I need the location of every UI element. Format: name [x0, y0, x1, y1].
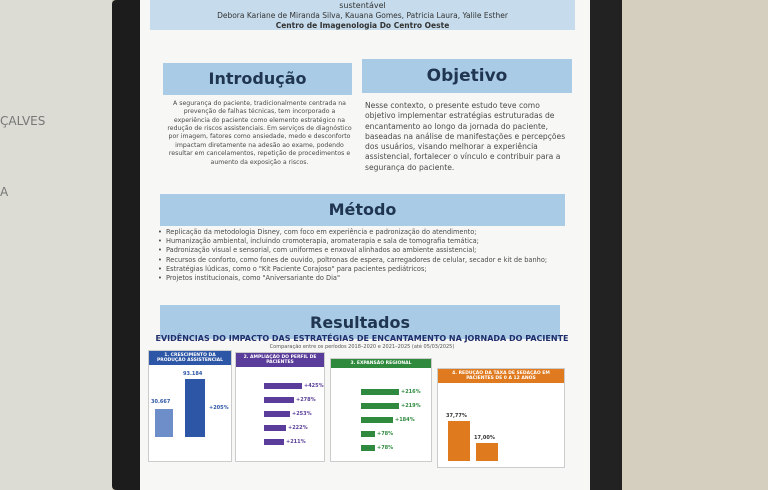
monitor-edge — [590, 0, 622, 490]
section-title: Objetivo — [362, 59, 572, 93]
panel-value: +216% — [401, 389, 421, 395]
bullet-list: • Replicação da metodologia Disney, com f… — [158, 228, 578, 283]
panel: 4. REDUÇÃO DA TAXA DE SEDAÇÃO EM PACIENT… — [437, 368, 565, 468]
panel-value: 93.184 — [183, 371, 203, 377]
panel: 3. EXPANSÃO REGIONAL +216% +219% +184% +78%… — [330, 358, 432, 462]
section-text: Nesse contexto, o presente estudo teve c… — [365, 101, 566, 172]
bar-shape — [155, 409, 173, 437]
bar-shape — [361, 445, 375, 451]
panel-value: +253% — [292, 411, 312, 417]
bar-shape — [264, 425, 286, 431]
authors: Debora Kariane de Miranda Silva, Kauana … — [217, 11, 508, 20]
bar-shape — [361, 389, 399, 395]
bullet: • — [158, 255, 162, 264]
bullet-item: • Replicação da metodologia Disney, com f… — [158, 228, 477, 236]
wall-left — [0, 0, 112, 490]
bullet-item: • Humanização ambiental, incluindo cromot… — [158, 237, 479, 246]
wall-right — [600, 0, 768, 490]
panel-value: +425% — [304, 383, 324, 389]
bar-shape — [361, 431, 375, 437]
bullet: • — [158, 274, 162, 283]
subtitle: sustentável — [339, 1, 386, 10]
infographic-subtitle: Comparação entre os períodos 2018–2020 e… — [269, 344, 455, 350]
wall-label: ÇALVES — [0, 114, 46, 128]
bullet-item: • Estratégias lúdicas, como o "Kit Pacien… — [158, 264, 427, 273]
poster: sustentável Debora Kariane de Miranda Si… — [140, 0, 590, 490]
panel-value: +219% — [401, 403, 421, 409]
section-text: A segurança do paciente, tradicionalment… — [167, 100, 352, 166]
bar-shape — [361, 403, 399, 409]
panel-value: +184% — [395, 417, 415, 423]
bar-shape — [185, 379, 205, 437]
wall-label: A — [0, 185, 9, 199]
panel-title: 4. REDUÇÃO DA TAXA DE SEDAÇÃO EM PACIENT… — [438, 369, 564, 383]
bullet-item: • Projetos institucionais, como "Aniversa… — [158, 274, 341, 283]
panel-title: 3. EXPANSÃO REGIONAL — [331, 359, 431, 368]
panel: 1. CRESCIMENTO DA PRODUÇÃO ASSISTENCIAL … — [148, 350, 232, 462]
section-title: Introdução — [163, 63, 352, 95]
section-title: Método — [160, 194, 565, 226]
bar-shape — [264, 439, 284, 445]
section-title: Resultados — [160, 305, 560, 339]
bullet-item: • Recursos de conforto, como fones de ouv… — [158, 255, 548, 264]
panel-value: +205% — [209, 405, 229, 411]
bar-shape — [361, 417, 393, 423]
bullet: • — [158, 237, 162, 246]
panel-value: 37,77% — [446, 413, 467, 419]
bar-shape — [476, 443, 498, 461]
panel: 2. AMPLIAÇÃO DO PERFIL DE PACIENTES +425… — [235, 352, 325, 462]
panel-value: +78% — [377, 431, 394, 437]
panel-value: +222% — [288, 425, 308, 431]
bar-shape — [264, 411, 290, 417]
panel-value: +278% — [296, 397, 316, 403]
panel-value: 17,00% — [474, 435, 495, 441]
bar-shape — [264, 397, 294, 403]
institution: Centro de Imagenologia Do Centro Oeste — [275, 21, 450, 30]
bullet: • — [158, 228, 162, 236]
panel-value: 30.667 — [151, 399, 171, 405]
bar-shape — [448, 421, 470, 461]
infographic-title: EVIDÊNCIAS DO IMPACTO DAS ESTRATÉGIAS DE… — [155, 334, 569, 343]
panel-value: +78% — [377, 445, 394, 451]
bullet: • — [158, 264, 162, 273]
bullet: • — [158, 246, 162, 255]
bullet-item: • Padronização visual e sensorial, com un… — [158, 246, 477, 255]
panel-value: +211% — [286, 439, 306, 445]
panel-title: 2. AMPLIAÇÃO DO PERFIL DE PACIENTES — [236, 353, 324, 367]
bar-shape — [264, 383, 302, 389]
header-band — [150, 0, 575, 30]
panel-title: 1. CRESCIMENTO DA PRODUÇÃO ASSISTENCIAL — [149, 351, 231, 365]
